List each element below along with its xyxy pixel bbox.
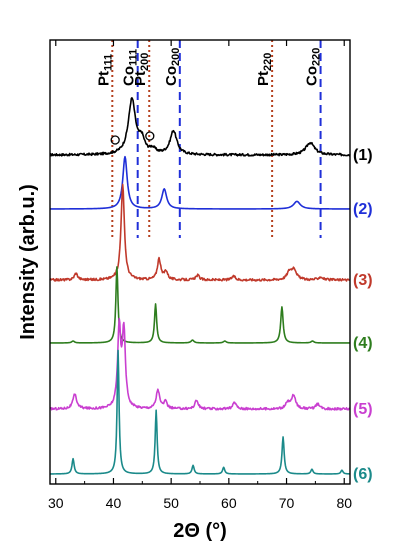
ref-label-pt200: Pt200 (132, 53, 151, 86)
series-line-6 (49, 349, 351, 475)
peak-marker-1 (110, 135, 120, 145)
x-tick-label-80: 80 (336, 495, 352, 511)
series-labels: (1) (2) (3) (4) (5) (6) (353, 147, 373, 483)
x-axis-ticks: 30 40 50 60 70 80 (48, 40, 352, 511)
x-axis-title: 2Θ (°) (173, 520, 227, 542)
series-label-6: (6) (353, 466, 373, 483)
series-label-3: (3) (353, 272, 373, 289)
series-label-2: (2) (353, 201, 373, 218)
ref-label-co220: Co220 (304, 48, 323, 86)
series-line-2 (49, 155, 351, 210)
ref-label-pt111: Pt111 (95, 54, 114, 86)
ref-label-co111: Co111 (121, 49, 140, 86)
x-tick-label-60: 60 (221, 495, 237, 511)
x-tick-label-30: 30 (48, 495, 64, 511)
series-label-4: (4) (353, 335, 373, 352)
peak-markers (110, 131, 155, 145)
ref-label-pt220: Pt220 (255, 53, 274, 86)
x-tick-label-50: 50 (163, 495, 179, 511)
series-layer (49, 97, 351, 475)
ref-label-co200: Co200 (163, 48, 182, 86)
series-line-4 (49, 266, 351, 344)
peak-marker-2 (145, 131, 155, 141)
series-label-5: (5) (353, 401, 373, 418)
series-line-3 (49, 183, 351, 282)
y-axis-title: Intensity (arb.u.) (17, 184, 39, 340)
series-line-5 (49, 317, 351, 411)
plot-frame (49, 39, 351, 485)
reference-lines (111, 40, 322, 238)
series-line-1 (49, 97, 351, 157)
x-tick-label-40: 40 (106, 495, 122, 511)
x-tick-label-70: 70 (279, 495, 295, 511)
series-label-1: (1) (353, 147, 373, 164)
